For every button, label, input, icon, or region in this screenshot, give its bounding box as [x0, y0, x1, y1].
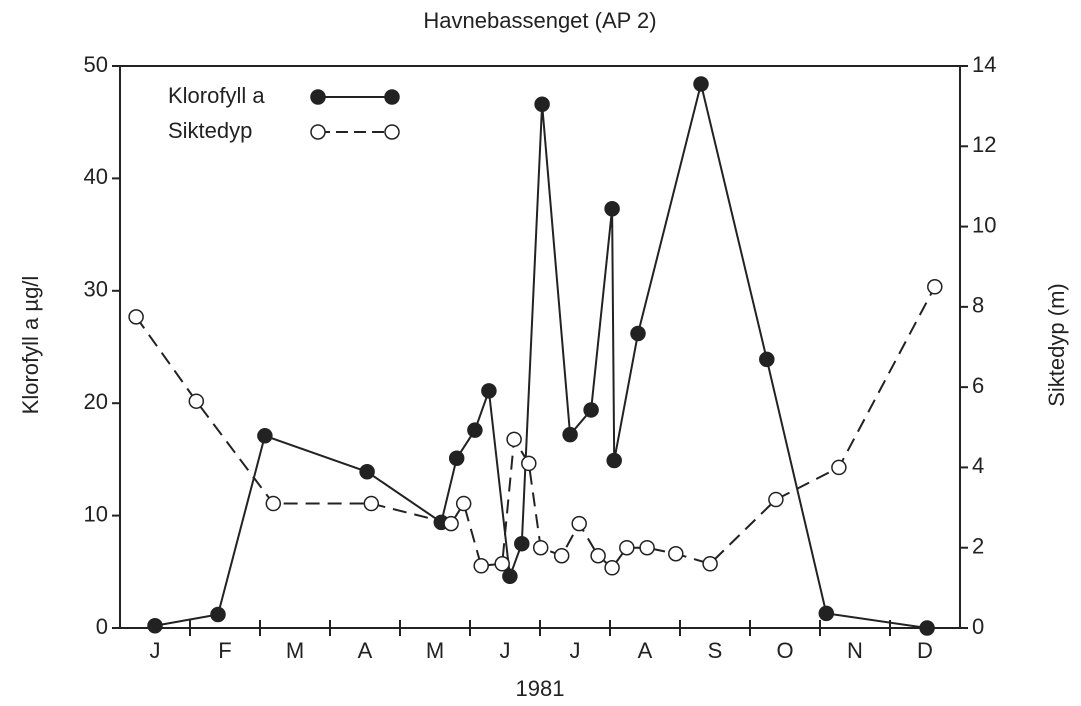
y2-tick-label: 14 [972, 52, 996, 77]
y2-tick-label: 2 [972, 534, 984, 559]
point [927, 279, 943, 295]
y2-tick-label: 12 [972, 132, 996, 157]
x-tick-label: F [218, 638, 231, 663]
x-tick-label: M [426, 638, 444, 663]
point [562, 426, 578, 443]
point [443, 515, 459, 532]
y2-axis-label: Siktedyp (m) [1044, 283, 1069, 406]
legend-marker [384, 89, 400, 105]
x-tick-label: J [570, 638, 581, 663]
point [265, 495, 282, 512]
point [210, 606, 226, 623]
x-tick-label: A [358, 638, 373, 663]
x-tick-label: J [150, 638, 161, 663]
x-axis-label: 1981 [516, 676, 565, 701]
point [473, 558, 489, 574]
y-tick-label: 50 [84, 52, 108, 77]
legend-marker [384, 124, 400, 140]
point [128, 309, 144, 325]
y-axis-label: Klorofyll a µg/l [18, 276, 43, 415]
y2-tick-label: 8 [972, 293, 984, 318]
point [919, 620, 935, 636]
point [818, 605, 835, 622]
point [448, 450, 465, 467]
point [583, 402, 599, 418]
point [590, 547, 606, 564]
legend-label: Siktedyp [168, 118, 252, 143]
point [359, 464, 375, 480]
point [553, 547, 570, 564]
x-tick-label: M [286, 638, 304, 663]
point [494, 556, 510, 572]
point [502, 568, 518, 585]
point [363, 495, 380, 512]
point [619, 539, 635, 556]
point [147, 618, 163, 634]
x-tick-label: D [917, 638, 933, 663]
y-tick-label: 30 [84, 277, 108, 302]
point [606, 452, 622, 469]
point [506, 431, 522, 448]
series-line [154, 83, 928, 629]
chart-title: Havnebassenget (AP 2) [423, 8, 656, 33]
point [521, 455, 537, 472]
y2-tick-label: 10 [972, 212, 996, 237]
point [532, 539, 549, 556]
point [630, 325, 646, 342]
y2-tick-label: 4 [972, 453, 984, 478]
series-line [135, 286, 936, 570]
point [188, 393, 205, 409]
x-tick-label: S [708, 638, 723, 663]
y-tick-label: 20 [84, 389, 108, 414]
point [455, 495, 472, 512]
y-tick-label: 0 [96, 614, 108, 639]
y-tick-label: 10 [84, 501, 108, 526]
point [668, 545, 684, 562]
legend-label: Klorofyll a [168, 83, 265, 108]
point [534, 96, 550, 112]
x-tick-label: J [500, 638, 511, 663]
point [831, 459, 847, 476]
x-tick-label: O [776, 638, 793, 663]
point [604, 560, 620, 576]
x-tick-label: N [847, 638, 863, 663]
point [702, 556, 718, 572]
point [257, 428, 273, 444]
legend-marker [310, 89, 326, 105]
point [571, 515, 587, 532]
y2-tick-label: 0 [972, 614, 984, 639]
point [514, 535, 530, 552]
legend-marker [310, 124, 326, 140]
x-tick-label: A [638, 638, 653, 663]
point [768, 491, 784, 508]
point [604, 200, 620, 217]
y2-tick-label: 6 [972, 373, 984, 398]
point [639, 539, 655, 556]
point [759, 351, 775, 368]
point [481, 383, 497, 399]
y-tick-label: 40 [84, 164, 108, 189]
point [693, 76, 709, 92]
point [467, 422, 483, 438]
